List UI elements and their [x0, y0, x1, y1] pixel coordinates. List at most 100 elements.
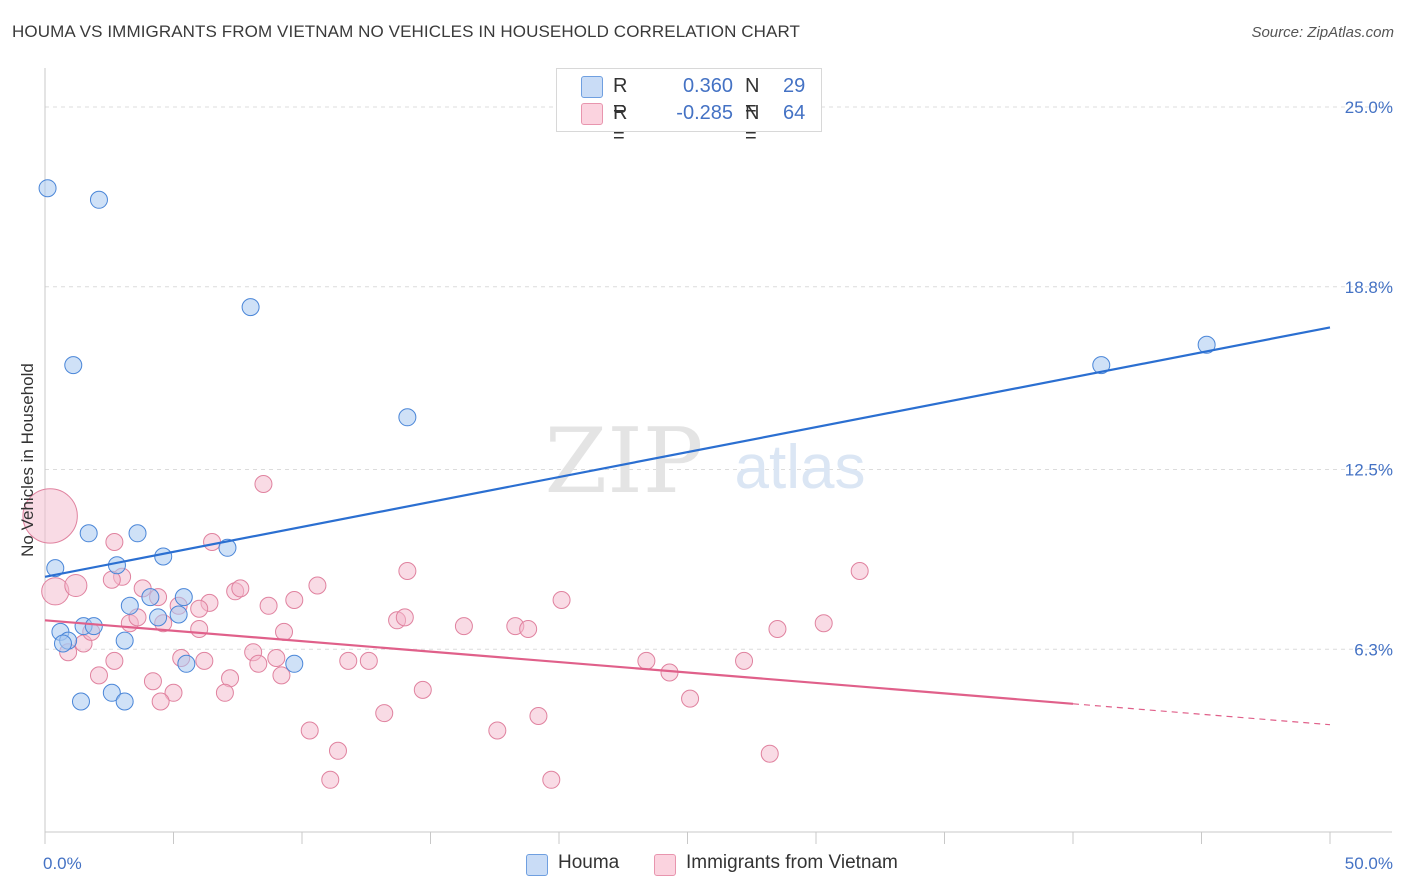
vietnam-point	[300, 721, 319, 740]
legend-swatch-vietnam	[654, 854, 676, 876]
vietnam-point	[542, 770, 561, 789]
vietnam-point	[375, 704, 394, 723]
vietnam-point	[308, 576, 327, 595]
vietnam-point	[681, 689, 700, 708]
vietnam-point	[190, 599, 209, 618]
legend-r-label: R =	[613, 102, 628, 147]
vietnam-point	[105, 533, 124, 551]
vietnam-point	[259, 596, 278, 615]
houma-point	[115, 631, 134, 650]
vietnam-point	[814, 614, 833, 633]
houma-point	[71, 692, 90, 711]
vietnam-point	[89, 666, 108, 685]
legend-n-value: 29	[783, 75, 806, 97]
series-vietnam-points	[22, 475, 869, 789]
vietnam-point	[321, 770, 340, 789]
legend-n-value: 64	[783, 102, 806, 124]
legend-swatch-houma	[526, 854, 548, 876]
legend-label-vietnam: Immigrants from Vietnam	[686, 852, 898, 873]
houma-point	[120, 596, 139, 615]
houma-point	[218, 538, 237, 557]
vietnam-point	[143, 672, 162, 691]
watermark-zip: ZIP	[545, 409, 704, 514]
vietnam-point	[275, 622, 294, 641]
vietnam-point	[328, 741, 347, 760]
vietnam-point	[164, 683, 183, 702]
houma-point	[79, 524, 98, 543]
axes	[44, 68, 1392, 844]
y-axis-label: No Vehicles in Household	[18, 363, 37, 557]
x-tick-label: 50.0%	[1345, 854, 1393, 873]
legend-swatch-houma	[581, 76, 603, 98]
vietnam-point	[359, 651, 378, 670]
source-label: Source: ZipAtlas.com	[1251, 24, 1394, 41]
vietnam-point	[398, 562, 417, 580]
vietnam-point	[41, 577, 70, 606]
houma-point	[1197, 335, 1216, 354]
houma-point	[46, 559, 65, 578]
houma-point	[128, 524, 147, 543]
houma-point	[38, 179, 57, 198]
legend-n-label: N =	[745, 102, 760, 147]
houma-point	[149, 608, 168, 627]
y-tick-label: 12.5%	[1345, 461, 1393, 480]
vietnam-point	[203, 533, 222, 551]
vietnam-point	[637, 651, 656, 670]
houma-point	[141, 588, 160, 607]
houma-point	[154, 547, 173, 566]
vietnam-point	[231, 579, 250, 598]
houma-point	[398, 408, 417, 427]
vietnam-point	[64, 573, 88, 598]
houma-point	[102, 683, 121, 702]
vietnam-point	[454, 617, 473, 636]
houma-point	[89, 190, 108, 209]
y-tick-label: 25.0%	[1345, 98, 1393, 117]
vietnam-point	[488, 721, 507, 740]
vietnam-point	[735, 651, 754, 670]
houma-point	[1092, 356, 1111, 375]
vietnam-trend-extension	[1072, 703, 1331, 726]
houma-point	[107, 556, 126, 575]
vietnam-point	[190, 620, 209, 638]
legend-label-houma: Houma	[558, 852, 620, 873]
legend-r-value: -0.285	[676, 102, 733, 124]
legend-r-value: 0.360	[682, 75, 733, 97]
houma-point	[241, 298, 260, 317]
vietnam-point	[519, 620, 538, 638]
vietnam-point	[529, 707, 548, 725]
vietnam-point	[195, 651, 214, 670]
tick-labels: 6.3% 12.5% 18.8% 25.0% 0.0% 50.0%	[43, 98, 1393, 873]
grid-lines	[45, 106, 1392, 650]
vietnam-point	[395, 608, 414, 627]
houma-trend-line	[44, 326, 1331, 578]
watermark-atlas: atlas	[735, 433, 866, 502]
correlation-legend: R = 0.360 N = 29 R = -0.285 N = 64	[556, 68, 822, 147]
houma-point	[64, 356, 83, 375]
vietnam-point	[552, 591, 571, 609]
legend-n-label: N =	[745, 75, 760, 120]
vietnam-point	[151, 692, 170, 711]
houma-point	[169, 605, 188, 624]
houma-point	[177, 654, 196, 673]
vietnam-point	[215, 683, 234, 702]
houma-point	[174, 588, 193, 607]
series-legend: Houma Immigrants from Vietnam	[0, 852, 1406, 878]
vietnam-point	[760, 744, 779, 763]
vietnam-point	[285, 591, 304, 609]
vietnam-point	[850, 562, 869, 580]
vietnam-point	[22, 488, 78, 544]
vietnam-point	[272, 666, 291, 685]
legend-r-label: R =	[613, 75, 628, 120]
houma-point	[285, 654, 304, 673]
y-tick-label: 18.8%	[1345, 278, 1393, 297]
houma-point	[115, 692, 134, 711]
watermark: ZIP atlas	[545, 409, 866, 514]
vietnam-point	[105, 651, 124, 670]
vietnam-point	[254, 475, 273, 493]
vietnam-point	[768, 620, 787, 638]
trend-lines	[44, 326, 1331, 726]
houma-point	[53, 634, 72, 653]
x-tick-label: 0.0%	[43, 854, 82, 873]
vietnam-trend-line	[44, 619, 1074, 705]
